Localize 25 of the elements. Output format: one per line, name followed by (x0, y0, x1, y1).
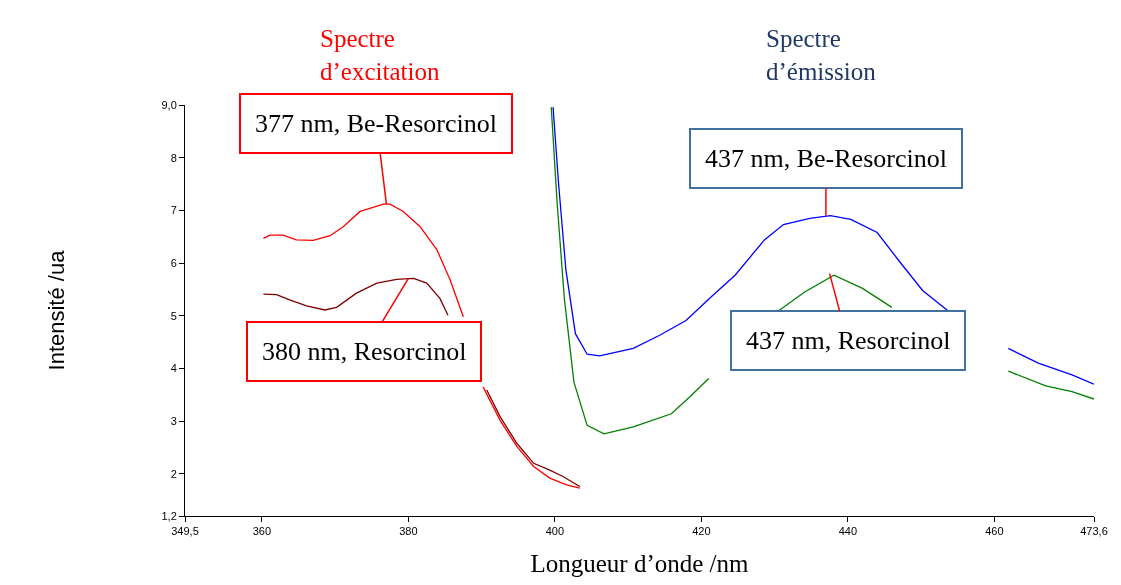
y-tick-label: 7 (170, 204, 177, 217)
y-tick-label: 3 (170, 415, 177, 427)
y-tick-label: 8 (170, 151, 177, 164)
text: Spectre d’émission (766, 25, 877, 85)
x-tick-label: 400 (545, 525, 565, 538)
x-tick-label: 460 (985, 525, 1004, 538)
y-axis-title: Intensité /ua (44, 249, 70, 371)
x-tick-label: 360 (252, 525, 272, 538)
text: Spectre d’excitation (320, 25, 440, 85)
y-tick-label: 5 (170, 309, 177, 322)
x-tick-label: 349,5 (171, 525, 199, 538)
y-tick-label: 6 (170, 256, 177, 269)
y-tick-label: 4 (170, 362, 177, 375)
annotation: 437 nm, Resorcinol (746, 326, 951, 355)
x-tick-label: 380 (399, 525, 418, 538)
x-tick-label: 440 (838, 525, 858, 538)
x-tick-label: 420 (692, 525, 711, 538)
annotation: 380 nm, Resorcinol (262, 337, 467, 366)
x-axis-title: Longueur d’onde /nm (530, 550, 750, 578)
y-tick-label: 2 (170, 467, 177, 480)
annotation: 377 nm, Be-Resorcinol (255, 109, 497, 138)
y-tick-label: 9,0 (161, 98, 177, 111)
annotation: 437 nm, Be-Resorcinol (705, 144, 947, 173)
y-tick-label: 1,2 (161, 509, 177, 522)
x-tick-label: 473,6 (1080, 525, 1108, 538)
